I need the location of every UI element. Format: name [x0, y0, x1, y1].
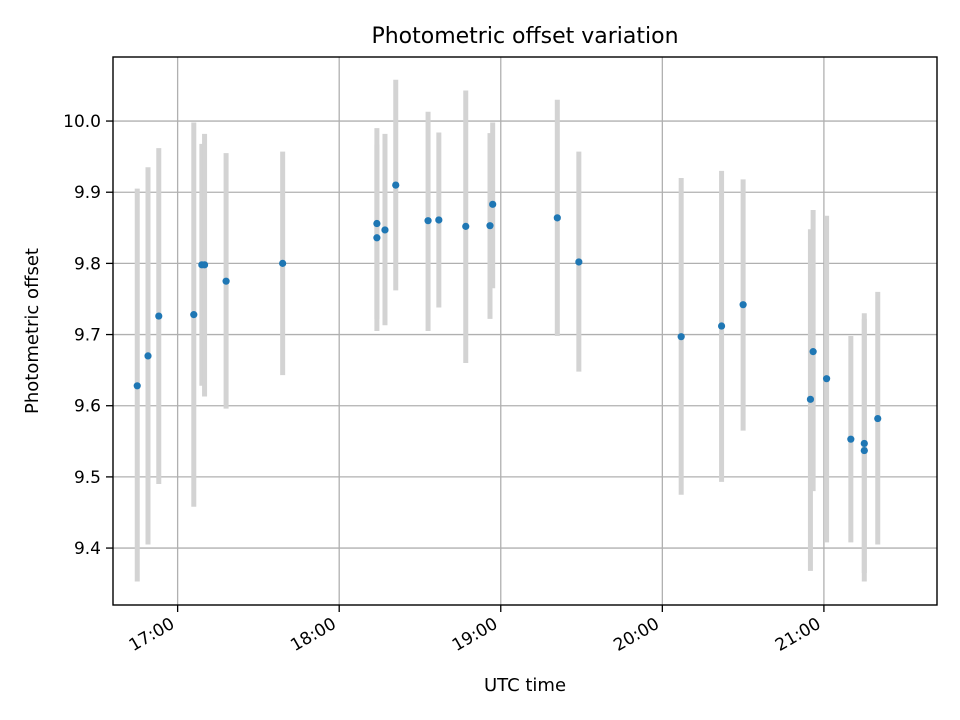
y-axis-label: Photometric offset: [22, 248, 43, 414]
grid-lines: [113, 57, 937, 605]
data-point-20: [717, 322, 726, 330]
data-point-25: [847, 435, 855, 443]
data-point-17: [553, 214, 561, 222]
y-tick-label-1: 9.5: [74, 468, 101, 488]
data-points: [133, 181, 882, 455]
data-point-5: [200, 261, 209, 269]
data-point-21: [739, 301, 747, 309]
data-point-0: [133, 382, 141, 390]
x-tick-label-2: 19:00: [449, 614, 501, 656]
data-point-16: [489, 200, 497, 208]
x-tick-label-1: 18:00: [287, 614, 339, 656]
data-point-18: [575, 258, 583, 266]
error-bars: [134, 79, 881, 582]
chart-title: Photometric offset variation: [371, 24, 678, 49]
x-tick-label-0: 17:00: [126, 614, 178, 656]
y-tick-label-6: 10.0: [63, 112, 101, 132]
data-point-10: [381, 226, 389, 234]
x-axis-ticks: 17:00 18:00 19:00 20:00 21:00: [126, 605, 825, 656]
x-tick-label-4: 21:00: [772, 614, 824, 656]
data-point-12: [424, 217, 432, 225]
y-tick-label-3: 9.7: [74, 326, 101, 346]
data-point-11: [392, 181, 400, 189]
data-point-1: [144, 352, 152, 360]
data-point-9: [373, 234, 381, 242]
plot-frame: [112, 56, 938, 606]
y-axis-ticks: 9.4 9.5 9.6 9.7 9.8 9.9 10.0: [63, 112, 113, 559]
y-tick-label-5: 9.9: [74, 183, 101, 203]
y-tick-label-4: 9.8: [74, 254, 101, 274]
data-point-8: [373, 219, 381, 228]
data-point-27: [860, 446, 868, 455]
data-point-24: [822, 375, 831, 383]
y-tick-label-0: 9.4: [74, 539, 101, 559]
data-point-19: [677, 333, 685, 341]
data-point-22: [806, 395, 815, 403]
data-point-15: [486, 222, 494, 230]
data-point-23: [809, 348, 817, 356]
data-point-7: [279, 259, 287, 267]
data-point-3: [190, 311, 198, 319]
data-point-28: [874, 414, 882, 423]
data-point-6: [222, 277, 230, 285]
data-point-2: [155, 312, 163, 320]
data-point-14: [462, 222, 470, 230]
x-tick-label-3: 20:00: [610, 614, 662, 656]
x-axis-label: UTC time: [484, 675, 566, 696]
data-point-13: [435, 216, 443, 224]
y-tick-label-2: 9.6: [74, 397, 101, 417]
data-point-26: [860, 439, 868, 448]
